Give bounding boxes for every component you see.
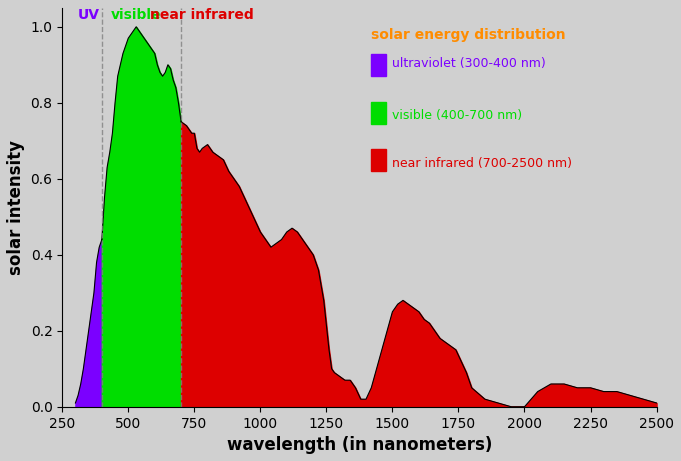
Bar [371, 149, 386, 171]
Text: ultraviolet (300-400 nm): ultraviolet (300-400 nm) [392, 57, 546, 70]
Text: visible (400-700 nm): visible (400-700 nm) [392, 109, 522, 122]
Text: visible: visible [111, 8, 161, 22]
Bar [371, 53, 386, 76]
X-axis label: wavelength (in nanometers): wavelength (in nanometers) [227, 436, 492, 454]
Text: solar energy distribution: solar energy distribution [371, 28, 566, 42]
Y-axis label: solar intensity: solar intensity [7, 140, 25, 275]
Bar [371, 101, 386, 124]
Text: UV: UV [78, 8, 99, 22]
Text: near infrared (700-2500 nm): near infrared (700-2500 nm) [392, 157, 572, 170]
Text: near infrared: near infrared [151, 8, 254, 22]
